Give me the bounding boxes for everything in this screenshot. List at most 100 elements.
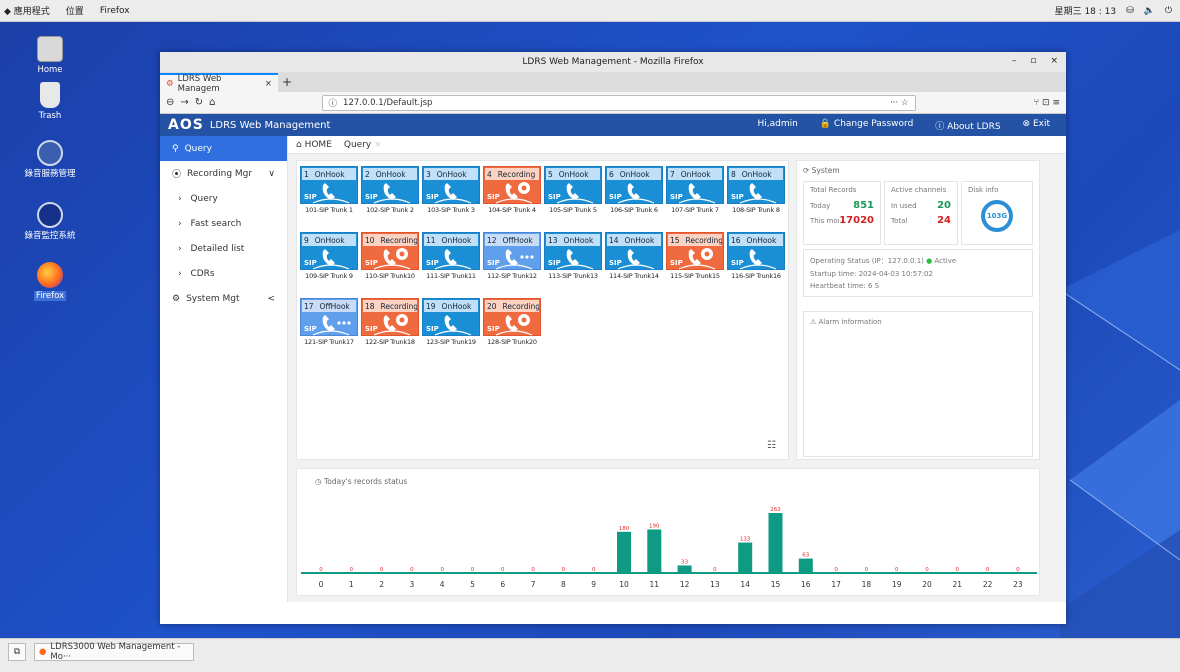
sidebar-item-detailed-list[interactable]: › Detailed list [178,243,245,254]
sidebar-item-cdrs[interactable]: › CDRs [178,268,215,279]
applications-menu[interactable]: ◆ 應用程式 [4,7,50,17]
channel-tile[interactable]: 20 Recording SIP 128-SIP Trunk20 [483,298,541,346]
channel-tile[interactable]: 19 OnHook SIP 123-SIP Trunk19 [422,298,480,346]
taskbar-firefox-item[interactable]: ● LDRS3000 Web Management - Mo··· [34,642,194,662]
channel-box[interactable]: 3 OnHook SIP [422,166,480,204]
reload-icon[interactable]: ↻ [194,97,204,108]
close-icon[interactable]: × [1050,56,1058,66]
bar-value-label: 0 [1016,567,1020,573]
desktop-icon-firefox[interactable]: Firefox [18,262,82,301]
places-menu[interactable]: 位置 [65,7,84,17]
channel-box[interactable]: 13 OnHook SIP [544,232,602,270]
info-icon[interactable]: ⓘ [328,98,338,109]
channel-box[interactable]: 16 OnHook SIP [727,232,785,270]
list-view-icon[interactable]: ☷ [767,440,776,451]
window-titlebar[interactable]: LDRS Web Management - Mozilla Firefox – … [160,52,1066,72]
exit-link[interactable]: ⊗ Exit [1022,118,1050,129]
channel-box[interactable]: 12 OffHook SIP [483,232,541,270]
channel-box[interactable]: 7 OnHook SIP [666,166,724,204]
channel-tile[interactable]: 5 OnHook SIP 105-SIP Trunk 5 [544,166,602,214]
sidebar-item-system-mgt[interactable]: ⚙ System Mgt < [172,293,275,304]
channel-box[interactable]: 2 OnHook SIP [361,166,419,204]
show-desktop-button[interactable]: ⧉ [8,643,26,661]
phone-icon [373,314,411,336]
channel-box[interactable]: 14 OnHook SIP [605,232,663,270]
channel-tile[interactable]: 4 Recording SIP 104-SIP Trunk 4 [483,166,541,214]
channel-tile[interactable]: 15 Recording SIP 115-SIP Trunk15 [666,232,724,280]
channel-name: 122-SIP Trunk18 [365,338,415,346]
minimize-icon[interactable]: – [1011,56,1017,66]
disk-gauge: 103G [981,200,1013,232]
channel-box[interactable]: 19 OnHook SIP [422,298,480,336]
phone-icon [556,183,594,204]
sip-label: SIP [365,259,378,267]
channel-box[interactable]: 11 OnHook SIP [422,232,480,270]
channel-box[interactable]: 8 OnHook SIP [727,166,785,204]
desktop-icon-monitor[interactable]: 錄音監控系統 [18,202,82,241]
bar[interactable] [647,529,662,573]
channel-status: OnHook [441,235,472,245]
channel-tile[interactable]: 1 OnHook SIP 101-SIP Trunk 1 [300,166,358,214]
about-link[interactable]: ⓘ About LDRS [935,121,1001,132]
channel-tile[interactable]: 2 OnHook SIP 102-SIP Trunk 2 [361,166,419,214]
channel-tile[interactable]: 11 OnHook SIP 111-SIP Trunk11 [422,232,480,280]
channel-tile[interactable]: 18 Recording SIP 122-SIP Trunk18 [361,298,419,346]
channel-tile[interactable]: 6 OnHook SIP 106-SIP Trunk 6 [605,166,663,214]
channel-tile[interactable]: 13 OnHook SIP 113-SIP Trunk13 [544,232,602,280]
volume-icon[interactable]: 🔈 [1143,5,1155,16]
tab-query[interactable]: Query × [343,139,382,150]
channel-box[interactable]: 6 OnHook SIP [605,166,663,204]
tab-close-icon[interactable]: × [264,78,272,89]
maximize-icon[interactable]: ▫ [1030,56,1037,66]
channel-box[interactable]: 17 OffHook SIP [300,298,358,336]
bar[interactable] [617,531,631,573]
sip-label: SIP [304,325,317,333]
channel-tile[interactable]: 3 OnHook SIP 103-SIP Trunk 3 [422,166,480,214]
desktop-icon-service[interactable]: 錄音服務管理 [18,140,82,179]
desktop-icon-trash[interactable]: Trash [18,82,82,121]
channel-tile[interactable]: 17 OffHook SIP 121-SIP Trunk17 [300,298,358,346]
firefox-menu[interactable]: Firefox [99,5,130,16]
bar[interactable] [768,513,783,573]
channel-tile[interactable]: 8 OnHook SIP 108-SIP Trunk 8 [727,166,785,214]
channel-tile[interactable]: 7 OnHook SIP 107-SIP Trunk 7 [666,166,724,214]
browser-toolbar-icons[interactable]: ⑂ ⊡ ≡ [1033,97,1060,108]
bar[interactable] [677,565,692,573]
power-icon[interactable]: ⏻ [1164,5,1172,16]
sidebar-item-recording-mgr[interactable]: ⦿ Recording Mgr ∨ [172,168,275,181]
channel-box[interactable]: 10 Recording SIP [361,232,419,270]
channel-box[interactable]: 20 Recording SIP [483,298,541,336]
back-icon[interactable]: ⊖ [166,97,175,108]
channel-tile[interactable]: 12 OffHook SIP 112-SIP Trunk12 [483,232,541,280]
heartbeat-time: Heartbeat time: 6 S [810,282,880,290]
channel-tile[interactable]: 9 OnHook SIP 109-SIP Trunk 9 [300,232,358,280]
change-password-link[interactable]: 🔒 Change Password [819,118,914,129]
sidebar-item-sub-query[interactable]: › Query [178,193,218,204]
new-tab-button[interactable]: + [281,75,293,89]
page-actions-icon[interactable]: ··· ☆ [890,97,909,108]
channel-status: OnHook [680,169,711,179]
network-icon[interactable]: ⛁ [1126,5,1134,16]
channel-box[interactable]: 9 OnHook SIP [300,232,358,270]
clock[interactable]: 星期三 18 : 13 [1054,7,1117,17]
channel-box[interactable]: 15 Recording SIP [666,232,724,270]
channel-box[interactable]: 5 OnHook SIP [544,166,602,204]
sidebar-item-fast-search[interactable]: › Fast search [178,218,242,229]
bar[interactable] [738,542,753,573]
channel-tile[interactable]: 14 OnHook SIP 114-SIP Trunk14 [605,232,663,280]
sip-label: SIP [426,325,439,333]
channel-tile[interactable]: 16 OnHook SIP 116-SIP Trunk16 [727,232,785,280]
sip-label: SIP [609,193,622,201]
channel-tile[interactable]: 10 Recording SIP 110-SIP Trunk10 [361,232,419,280]
sidebar-item-query[interactable]: ⚲ Query [160,136,287,161]
url-bar[interactable]: ⓘ 127.0.0.1/Default.jsp ··· ☆ [321,94,916,111]
desktop-icon-home[interactable]: Home [18,36,82,75]
channel-box[interactable]: 4 Recording SIP [483,166,541,204]
home-icon[interactable]: ⌂ [209,97,216,108]
forward-icon[interactable]: → [180,97,189,108]
channel-box[interactable]: 18 Recording SIP [361,298,419,336]
bar[interactable] [798,558,813,573]
tab-home[interactable]: ⌂ HOME [296,139,332,150]
channel-box[interactable]: 1 OnHook SIP [300,166,358,204]
browser-tab[interactable]: ⚙ LDRS Web Managem × [160,73,278,94]
